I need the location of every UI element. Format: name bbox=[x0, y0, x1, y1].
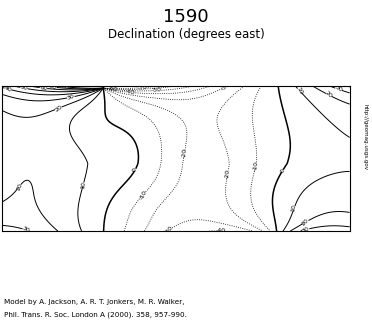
Text: 40: 40 bbox=[3, 85, 13, 93]
Text: Phil. Trans. R. Soc. London A (2000). 358, 957-990.: Phil. Trans. R. Soc. London A (2000). 35… bbox=[4, 311, 187, 318]
Text: -70: -70 bbox=[137, 84, 148, 91]
Text: 20: 20 bbox=[15, 182, 23, 191]
Text: 70: 70 bbox=[49, 84, 57, 90]
Text: 60: 60 bbox=[39, 85, 48, 91]
Text: 10: 10 bbox=[295, 86, 304, 95]
Text: -30: -30 bbox=[221, 82, 231, 92]
Text: 10: 10 bbox=[80, 181, 86, 189]
Text: -50: -50 bbox=[151, 88, 162, 94]
Text: 1590: 1590 bbox=[163, 8, 209, 26]
Text: -10: -10 bbox=[253, 161, 259, 172]
Text: 20: 20 bbox=[324, 91, 334, 99]
Text: 80: 80 bbox=[59, 83, 68, 90]
Text: 20: 20 bbox=[301, 217, 310, 227]
Text: -10: -10 bbox=[139, 189, 148, 200]
Text: -20: -20 bbox=[225, 168, 231, 179]
Text: -40: -40 bbox=[216, 228, 226, 233]
Text: http://geomag.usgs.gov: http://geomag.usgs.gov bbox=[363, 104, 368, 170]
Text: 30: 30 bbox=[301, 226, 310, 233]
Text: -60: -60 bbox=[108, 86, 118, 92]
Text: Model by A. Jackson, A. R. T. Jonkers, M. R. Walker,: Model by A. Jackson, A. R. T. Jonkers, M… bbox=[4, 299, 184, 305]
Text: 30: 30 bbox=[66, 94, 76, 101]
Text: -30: -30 bbox=[163, 225, 174, 235]
Text: 20: 20 bbox=[54, 104, 63, 112]
Text: 0: 0 bbox=[279, 168, 286, 173]
Text: 0: 0 bbox=[132, 167, 138, 172]
Text: 30: 30 bbox=[334, 85, 343, 94]
Text: 30: 30 bbox=[21, 226, 31, 234]
Text: -20: -20 bbox=[182, 148, 187, 159]
Text: 10: 10 bbox=[291, 204, 297, 213]
Text: 50: 50 bbox=[19, 84, 28, 92]
Text: Declination (degrees east): Declination (degrees east) bbox=[108, 28, 264, 41]
Text: -40: -40 bbox=[125, 89, 135, 96]
